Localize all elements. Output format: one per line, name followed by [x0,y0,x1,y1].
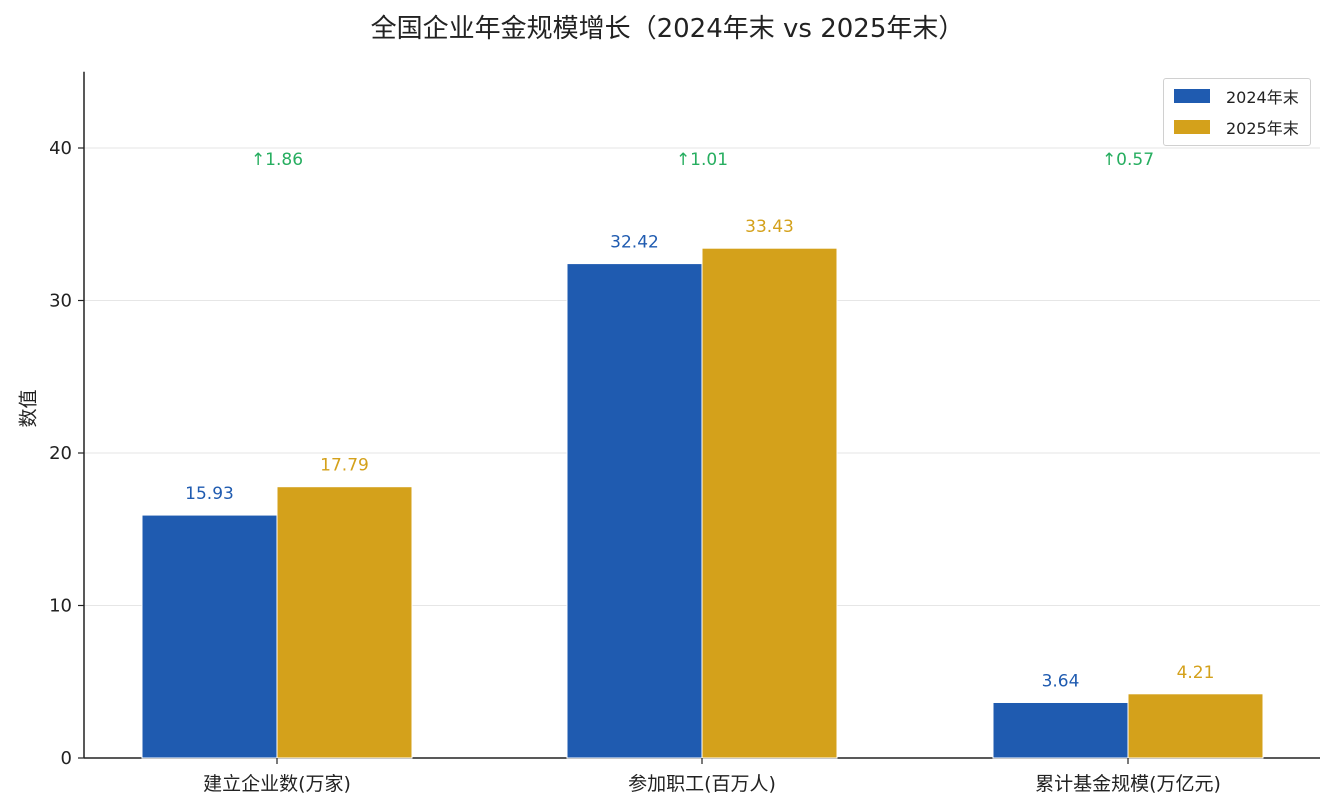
data-label: 15.93 [185,484,234,504]
y-tick-label: 20 [49,443,72,464]
legend-swatch-2024 [1174,89,1210,103]
chart-title: 全国企业年金规模增长（2024年末 vs 2025年末） [370,14,965,44]
increase-annotation: ↑1.86 [251,150,303,170]
legend: 2024年末 2025年末 [1163,78,1311,146]
legend-entry-2024: 2024年末 [1174,84,1299,108]
bar [1127,693,1264,759]
data-label: 17.79 [320,456,369,476]
bar [141,514,278,759]
x-tick-label: 建立企业数(万家) [203,773,351,795]
x-tick-label: 参加职工(百万人) [628,773,776,795]
increase-annotation: ↑1.01 [676,150,728,170]
legend-swatch-2025 [1174,120,1210,134]
x-tick-label: 累计基金规模(万亿元) [1035,773,1221,795]
y-axis-label: 数值 [17,389,40,428]
legend-label-2025: 2025年末 [1226,119,1299,138]
bar [276,486,413,759]
data-label: 32.42 [610,233,659,253]
data-label: 3.64 [1042,671,1080,691]
bar [566,263,703,759]
data-label: 33.43 [745,217,794,237]
increase-annotation: ↑0.57 [1102,150,1154,170]
y-tick-label: 40 [49,138,72,159]
data-label: 4.21 [1177,663,1215,683]
y-tick-label: 30 [49,291,72,312]
y-tick-label: 0 [61,748,72,769]
legend-entry-2025: 2025年末 [1174,115,1299,139]
bar [992,701,1129,759]
bar [701,247,838,759]
y-tick-label: 10 [49,596,72,617]
legend-label-2024: 2024年末 [1226,88,1299,107]
